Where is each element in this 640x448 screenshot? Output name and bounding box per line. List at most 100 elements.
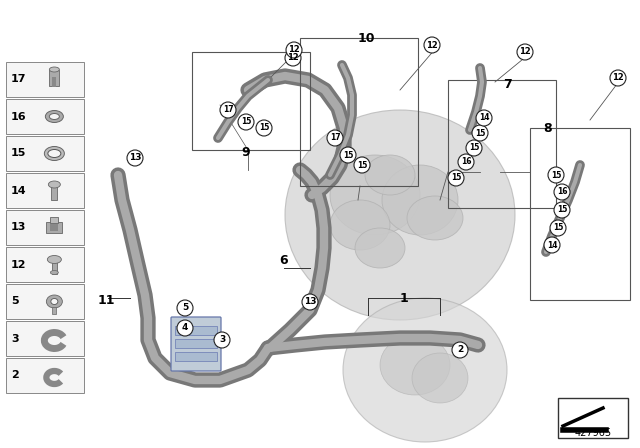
Bar [46, 223, 62, 233]
Text: 9: 9 [242, 146, 250, 159]
Circle shape [472, 125, 488, 141]
Ellipse shape [407, 196, 463, 240]
Text: 17: 17 [11, 74, 26, 85]
Text: 16: 16 [557, 188, 567, 197]
Bar [51, 217, 58, 224]
Text: 2: 2 [457, 345, 463, 354]
Bar [6, 210, 84, 245]
Text: 15: 15 [451, 173, 461, 182]
Bar [6, 321, 84, 356]
Text: 15: 15 [557, 206, 567, 215]
Circle shape [220, 102, 236, 118]
Text: 10: 10 [357, 31, 375, 44]
Text: 12: 12 [612, 73, 624, 82]
Bar [52, 78, 56, 87]
Text: 15: 15 [241, 117, 251, 126]
Ellipse shape [46, 295, 62, 308]
Bar [558, 398, 628, 438]
Circle shape [550, 220, 566, 236]
Text: 15: 15 [11, 148, 26, 159]
Ellipse shape [330, 200, 390, 250]
Text: 12: 12 [426, 40, 438, 49]
Text: 14: 14 [479, 113, 489, 122]
Bar [6, 62, 84, 97]
Text: 12: 12 [288, 46, 300, 55]
Bar [6, 284, 84, 319]
Text: 15: 15 [553, 224, 563, 233]
Circle shape [610, 70, 626, 86]
Bar [6, 173, 84, 208]
Circle shape [214, 332, 230, 348]
Bar [51, 186, 58, 201]
Bar [175, 339, 217, 348]
Circle shape [548, 167, 564, 183]
Circle shape [554, 184, 570, 200]
Text: 15: 15 [551, 171, 561, 180]
Bar [175, 352, 217, 361]
Bar [192, 52, 310, 150]
Ellipse shape [48, 150, 61, 158]
Circle shape [177, 300, 193, 316]
Circle shape [458, 154, 474, 170]
Ellipse shape [382, 165, 458, 235]
Ellipse shape [49, 113, 60, 120]
Text: 13: 13 [304, 297, 316, 306]
Bar [52, 307, 56, 314]
Text: 13: 13 [129, 154, 141, 163]
Circle shape [238, 114, 254, 130]
Bar [6, 247, 84, 282]
Text: 17: 17 [223, 105, 234, 115]
Circle shape [327, 130, 343, 146]
Ellipse shape [45, 111, 63, 122]
Text: 7: 7 [504, 78, 513, 91]
Circle shape [340, 147, 356, 163]
Text: 14: 14 [547, 241, 557, 250]
Text: 16: 16 [11, 112, 27, 121]
Text: 12: 12 [11, 259, 26, 270]
Circle shape [448, 170, 464, 186]
Ellipse shape [285, 110, 515, 320]
Ellipse shape [49, 181, 60, 188]
Text: 5: 5 [182, 303, 188, 313]
Circle shape [476, 110, 492, 126]
Circle shape [256, 120, 272, 136]
Bar [52, 259, 57, 275]
Text: 427965: 427965 [575, 428, 612, 438]
Ellipse shape [49, 67, 60, 72]
Ellipse shape [343, 298, 507, 442]
Circle shape [127, 150, 143, 166]
Ellipse shape [355, 228, 405, 268]
Ellipse shape [365, 155, 415, 195]
Text: 15: 15 [469, 143, 479, 152]
Circle shape [517, 44, 533, 60]
Text: 15: 15 [475, 129, 485, 138]
Text: 16: 16 [461, 158, 471, 167]
Text: 6: 6 [280, 254, 288, 267]
Text: 4: 4 [182, 323, 188, 332]
Circle shape [424, 37, 440, 53]
Bar [6, 136, 84, 171]
Text: 17: 17 [330, 134, 340, 142]
Circle shape [286, 42, 302, 58]
Bar [51, 224, 58, 232]
Text: 15: 15 [259, 124, 269, 133]
Text: 3: 3 [11, 333, 19, 344]
Circle shape [452, 342, 468, 358]
Ellipse shape [330, 155, 420, 235]
Bar [6, 99, 84, 134]
FancyBboxPatch shape [171, 317, 221, 371]
Text: 2: 2 [11, 370, 19, 380]
Text: 3: 3 [219, 336, 225, 345]
Ellipse shape [412, 353, 468, 403]
Text: 15: 15 [357, 160, 367, 169]
Text: 12: 12 [287, 53, 299, 63]
Ellipse shape [51, 298, 58, 305]
Circle shape [177, 320, 193, 336]
Ellipse shape [47, 255, 61, 263]
Circle shape [354, 157, 370, 173]
Ellipse shape [44, 146, 65, 160]
Bar [6, 358, 84, 393]
Text: 13: 13 [11, 223, 26, 233]
Bar [175, 326, 217, 335]
Circle shape [302, 294, 318, 310]
